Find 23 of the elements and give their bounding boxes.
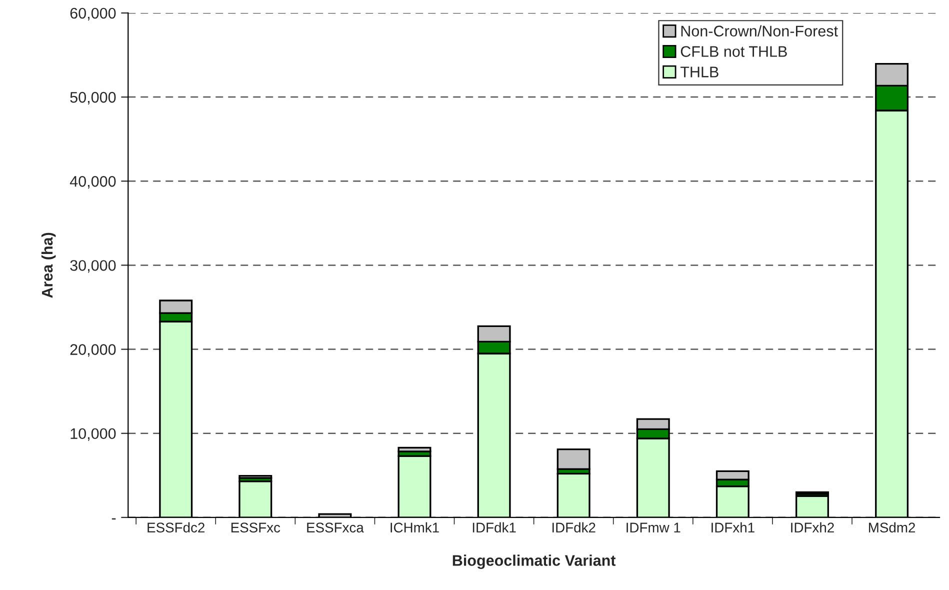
y-tick-label: 30,000 [70,260,116,273]
x-tick-label: ESSFdc2 [148,522,204,532]
y-tick-label: 20,000 [70,344,116,357]
x-tick-label: ESSFxca [307,522,364,532]
y-tick-label: 10,000 [70,428,116,441]
y-axis-title: Area (ha) [41,232,56,298]
x-tick-label: IDFdk2 [552,522,596,532]
legend-label: Non-Crown/Non-Forest [681,25,838,37]
x-tick-label: IDFxh2 [791,522,834,532]
x-tick-label: MSdm2 [868,522,916,532]
legend-label: CFLB not THLB [680,46,787,57]
y-tick-label: - [112,518,116,520]
x-tick-label: IDFxh1 [712,522,754,532]
y-tick-label: 60,000 [70,8,116,20]
x-tick-label: IDFdk1 [472,522,516,532]
x-tick-label: ESSFxc [231,522,280,532]
x-tick-label: ICHmk1 [390,522,439,532]
legend-label: THLB [680,66,718,78]
y-tick-label: 50,000 [70,92,116,105]
x-axis-title: Biogeoclimatic Variant [452,554,616,569]
x-tick-label: IDFmw 1 [626,522,680,532]
bar [238,474,272,479]
y-tick-label: 40,000 [70,176,116,189]
